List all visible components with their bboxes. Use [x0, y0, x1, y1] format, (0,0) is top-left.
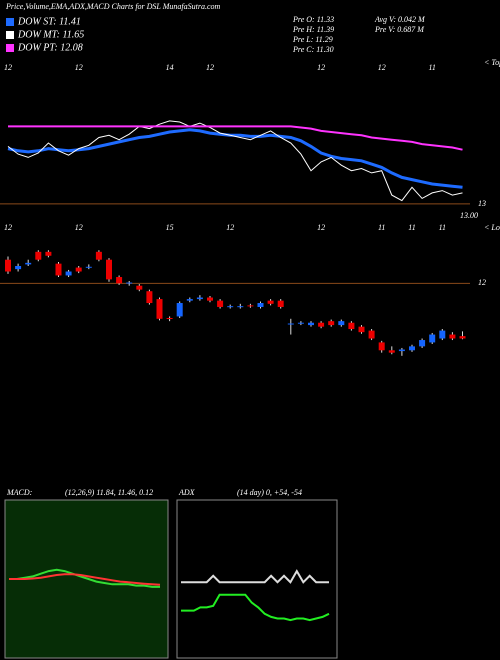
indicator-line — [181, 569, 329, 584]
candle-body — [338, 321, 345, 326]
candle-body — [25, 262, 32, 265]
candle-body — [419, 340, 426, 347]
candle-body — [136, 285, 143, 290]
x-tick-label: 12 — [378, 63, 386, 72]
candle-body — [429, 334, 436, 343]
legend-label: DOW PT: 12.08 — [17, 42, 83, 53]
x-tick-label: 11 — [428, 63, 435, 72]
info-text: Pre H: 11.39 — [292, 25, 334, 34]
candle-body — [176, 303, 183, 317]
candle-body — [207, 297, 213, 301]
indicator-line — [9, 573, 161, 586]
candle-body — [5, 259, 11, 272]
x-tick-label: 11 — [408, 223, 415, 232]
candle-body — [116, 277, 123, 284]
info-text: Pre C: 11.30 — [292, 45, 334, 54]
candle-body — [297, 322, 304, 324]
candle-body — [378, 342, 385, 351]
candle-body — [439, 330, 446, 339]
chart-title: Price,Volume,EMA,ADX,MACD Charts for DSL… — [5, 2, 221, 11]
x-tick-label: 12 — [226, 223, 234, 232]
candle-body — [449, 334, 456, 339]
candle-body — [146, 291, 153, 304]
candle-body — [35, 251, 42, 260]
candle-body — [409, 346, 415, 351]
y-tick-label: 13 — [478, 199, 486, 208]
legend-swatch — [6, 44, 14, 52]
x-tick-label: 14 — [166, 63, 174, 72]
x-tick-label: 12 — [317, 223, 325, 232]
info-text: Pre L: 11.29 — [292, 35, 333, 44]
series-line — [7, 128, 463, 189]
panel-subtitle: (14 day) 0, +54, -54 — [237, 488, 302, 497]
candle-body — [277, 300, 284, 307]
panel-background — [176, 499, 338, 659]
side-label: < Tops — [484, 58, 500, 67]
x-tick-label: 12 — [75, 223, 83, 232]
candle-body — [65, 271, 72, 276]
indicator-line — [9, 568, 160, 588]
candle-body — [217, 300, 224, 307]
indicator-line — [181, 593, 330, 622]
candle-body — [328, 321, 335, 326]
x-tick-label: 12 — [206, 63, 214, 72]
candle-body — [196, 297, 203, 300]
legend-label: DOW ST: 11.41 — [17, 16, 81, 27]
last-price-label: 13.00 — [460, 211, 478, 220]
candle-body — [287, 323, 294, 325]
series-line — [7, 120, 463, 202]
y-tick-label: 12 — [478, 278, 486, 287]
candle-body — [308, 322, 314, 326]
candle-body — [398, 349, 405, 352]
x-tick-label: 12 — [4, 223, 12, 232]
candle-body — [227, 306, 234, 308]
panel-title: MACD: — [6, 488, 33, 497]
legend-swatch — [6, 18, 14, 26]
candle-body — [156, 299, 163, 319]
candle-body — [95, 251, 102, 260]
info-text: Pre V: 0.687 M — [374, 25, 425, 34]
candle-body — [15, 266, 22, 270]
panel-title: ADX — [178, 488, 196, 497]
candle-body — [257, 303, 264, 307]
candle-body — [166, 318, 173, 319]
legend-label: DOW MT: 11.65 — [17, 29, 84, 40]
candle-body — [368, 330, 375, 339]
info-text: Pre O: 11.33 — [292, 15, 334, 24]
candle-body — [388, 350, 395, 353]
series-line — [8, 125, 463, 151]
candle-body — [247, 305, 254, 307]
x-tick-label: 15 — [166, 223, 174, 232]
candle-body — [237, 306, 244, 308]
x-tick-label: 12 — [4, 63, 12, 72]
candle-body — [267, 300, 274, 304]
candle-body — [186, 299, 193, 301]
candle-body — [126, 282, 133, 284]
candle-body — [45, 251, 52, 256]
side-label: < Lows — [484, 223, 500, 232]
candle-body — [459, 336, 466, 339]
legend-swatch — [6, 31, 14, 39]
candle-body — [318, 322, 325, 327]
x-tick-label: 11 — [439, 223, 446, 232]
candle-body — [358, 326, 365, 333]
x-tick-label: 12 — [317, 63, 325, 72]
candle-body — [85, 266, 92, 268]
candle-body — [106, 259, 112, 280]
info-text: Avg V: 0.042 M — [374, 15, 426, 24]
candle-body — [348, 322, 355, 330]
panel-subtitle: (12,26,9) 11.84, 11.46, 0.12 — [65, 488, 153, 497]
x-tick-label: 12 — [75, 63, 83, 72]
candle-body — [55, 263, 62, 276]
candle-body — [75, 267, 82, 272]
x-tick-label: 11 — [378, 223, 385, 232]
